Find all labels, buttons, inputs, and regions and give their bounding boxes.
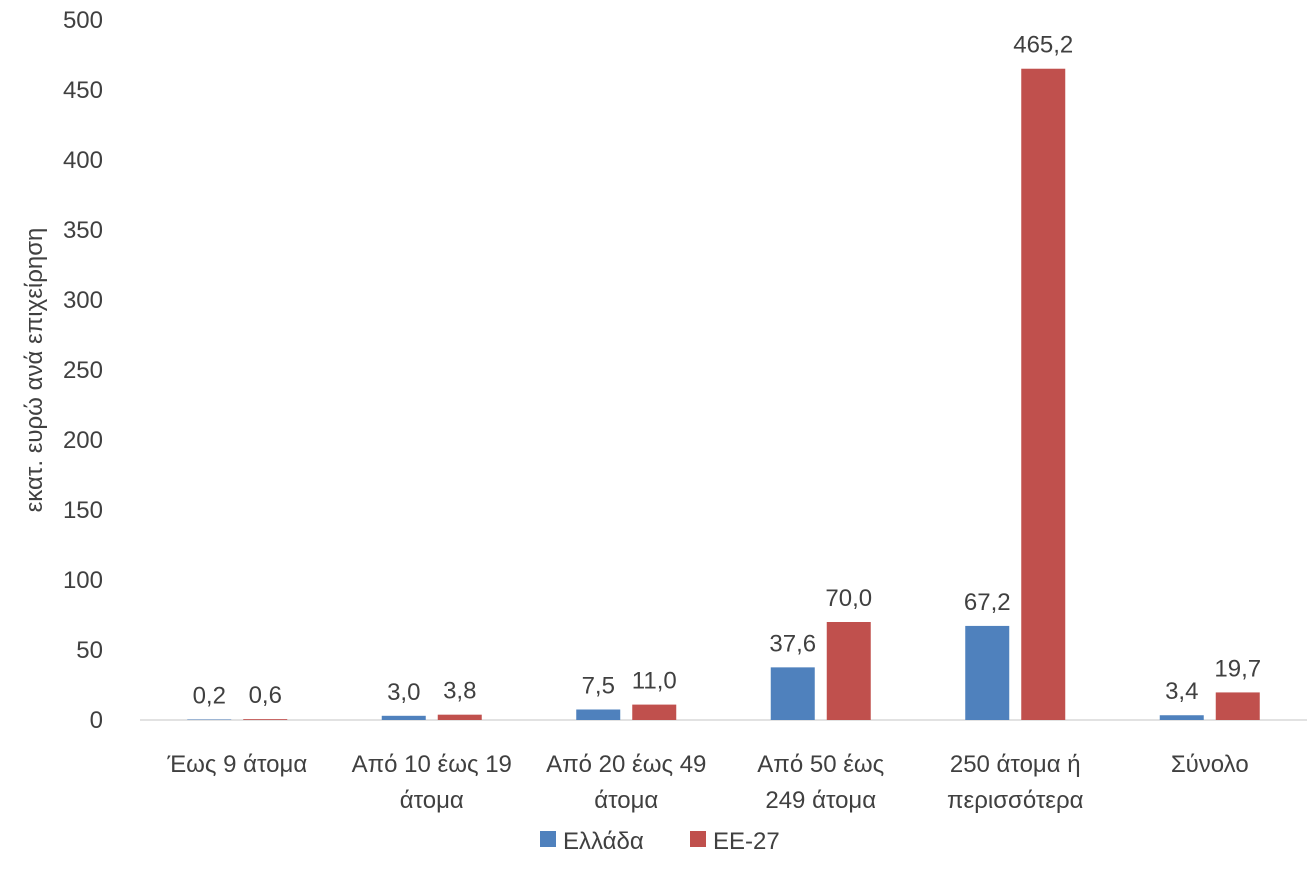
- bar-series2: [632, 704, 677, 720]
- legend-swatch: [540, 831, 556, 847]
- data-label: 3,0: [387, 679, 420, 706]
- data-label: 0,6: [249, 682, 282, 709]
- category-label: Από 50 έως: [757, 751, 884, 778]
- bar-series2: [826, 622, 871, 720]
- data-label: 19,7: [1214, 655, 1261, 682]
- category-label: Έως 9 άτομα: [166, 751, 307, 778]
- y-tick-label: 350: [63, 217, 103, 244]
- data-label: 3,4: [1165, 678, 1198, 705]
- y-tick-label: 300: [63, 287, 103, 314]
- bar-series1: [187, 719, 232, 720]
- y-tick-label: 450: [63, 77, 103, 104]
- category-label: περισσότερα: [947, 787, 1084, 814]
- bar-series1: [965, 625, 1010, 720]
- bar-series1: [576, 709, 621, 720]
- legend-swatch: [690, 831, 706, 847]
- plot-area: [140, 20, 1307, 720]
- data-label: 3,8: [443, 678, 476, 705]
- category-label: 249 άτομα: [765, 787, 876, 814]
- bar-series1: [381, 715, 426, 720]
- y-tick-label: 100: [63, 567, 103, 594]
- data-labels: 0,2 0,6 3,0 3,8 7,5 11,0 37,6 70,0 67,2 465,2 3,4 1…: [193, 32, 1262, 710]
- category-label: Σύνολο: [1171, 751, 1249, 778]
- y-tick-label: 400: [63, 147, 103, 174]
- bar-series2: [1215, 692, 1260, 720]
- data-label: 465,2: [1013, 32, 1073, 59]
- y-tick-label: 200: [63, 427, 103, 454]
- bars: [187, 68, 1260, 721]
- category-labels: Έως 9 άτομα Από 10 έως 19 άτομα Από 20 έως …: [166, 751, 1248, 814]
- category-label: άτομα: [594, 787, 658, 814]
- y-axis-title: εκατ. ευρώ ανά επιχείρηση: [21, 228, 48, 513]
- bar-series2: [243, 719, 288, 720]
- data-label: 7,5: [582, 673, 615, 700]
- category-label: Από 20 έως 49: [546, 751, 706, 778]
- data-label: 67,2: [964, 589, 1011, 616]
- bar-series1: [1159, 715, 1204, 720]
- y-tick-label: 50: [76, 637, 103, 664]
- legend-label: Ελλάδα: [563, 828, 644, 855]
- category-label: 250 άτομα ή: [950, 751, 1081, 778]
- y-axis-ticks: 0 50 100 150 200 250 300 350 400 450 500: [63, 7, 103, 734]
- data-label: 37,6: [769, 630, 816, 657]
- bar-series2: [437, 714, 482, 720]
- y-tick-label: 500: [63, 7, 103, 34]
- data-label: 11,0: [632, 668, 677, 695]
- category-label: άτομα: [400, 787, 464, 814]
- legend-label: ΕΕ-27: [713, 828, 780, 855]
- y-tick-label: 0: [90, 707, 103, 734]
- data-label: 0,2: [193, 683, 226, 710]
- bar-series2: [1021, 68, 1066, 721]
- legend: Ελλάδα ΕΕ-27: [540, 828, 780, 855]
- y-tick-label: 150: [63, 497, 103, 524]
- category-label: Από 10 έως 19: [352, 751, 512, 778]
- y-tick-label: 250: [63, 357, 103, 384]
- data-label: 70,0: [825, 585, 872, 612]
- bar-series1: [770, 667, 815, 720]
